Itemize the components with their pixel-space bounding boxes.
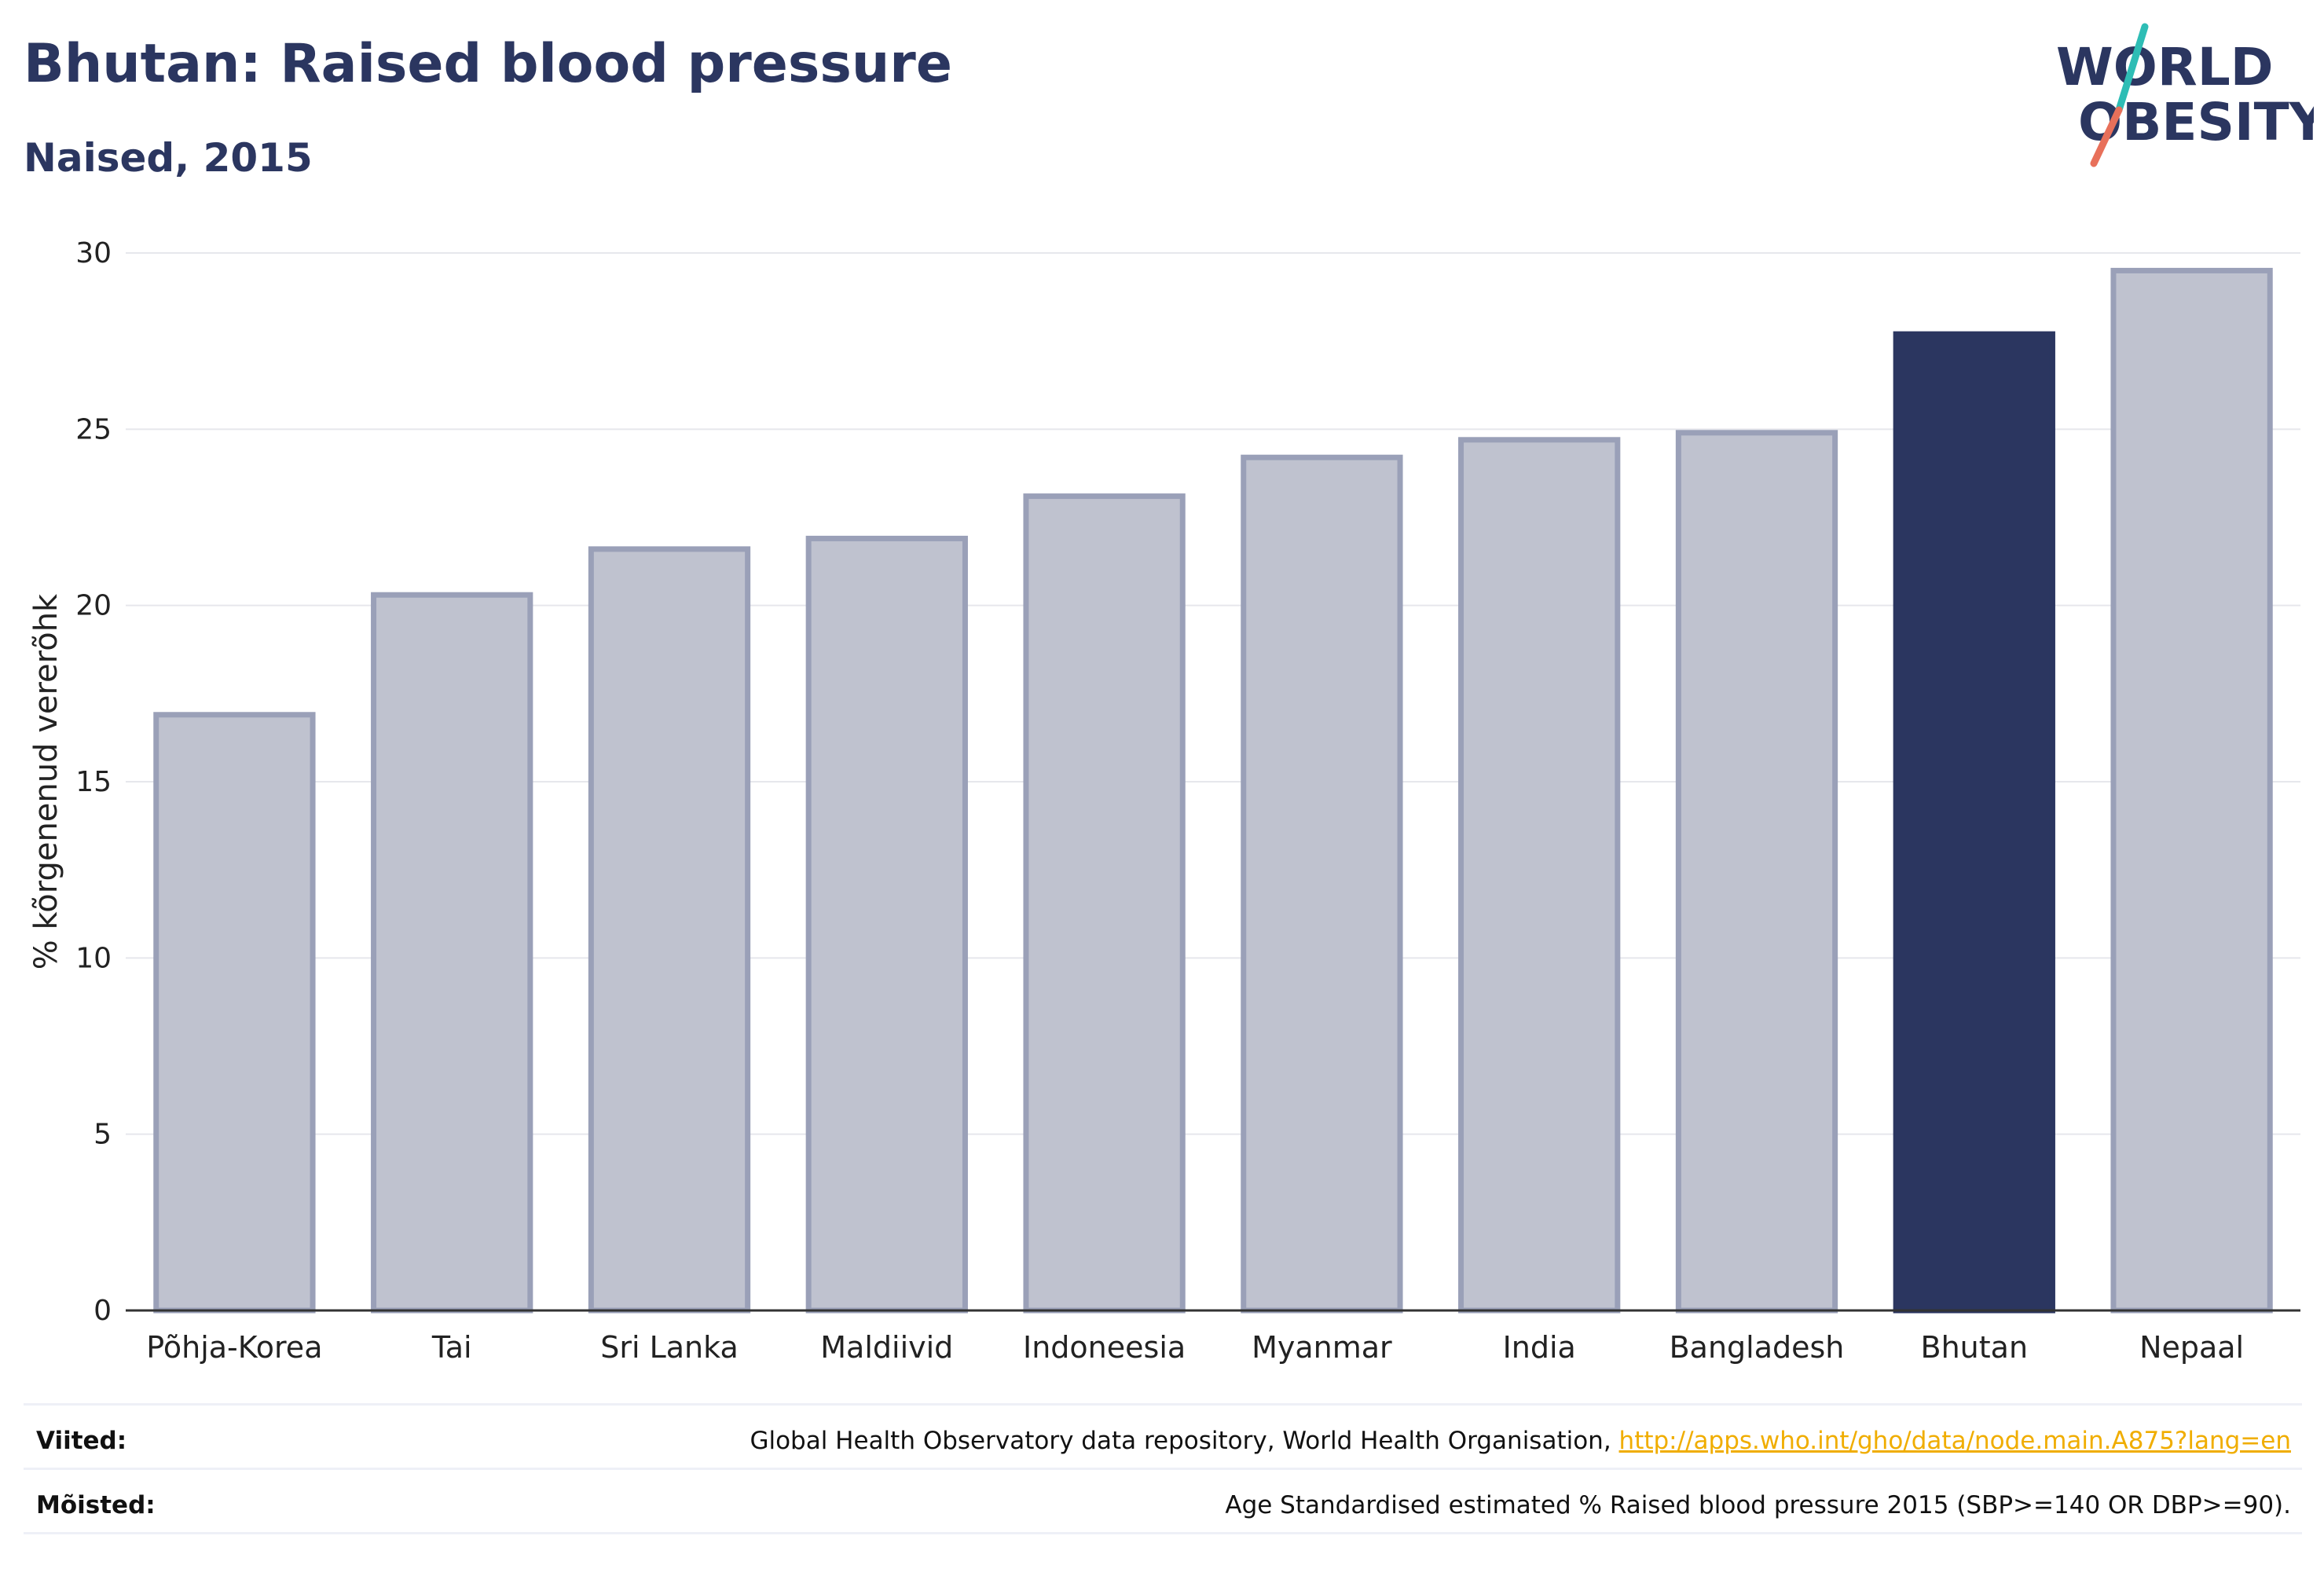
sources-label: Viited:	[36, 1427, 127, 1455]
x-tick-label: India	[1503, 1330, 1576, 1365]
bar	[588, 546, 751, 1314]
sources-link[interactable]: http://apps.who.int/gho/data/node.main.A…	[1618, 1427, 2291, 1455]
footer-divider-top	[24, 1403, 2302, 1406]
logo-slash-top	[2115, 23, 2149, 114]
bar	[1458, 437, 1621, 1314]
sources-text: Global Health Observatory data repositor…	[750, 1427, 2291, 1455]
y-axis-label: % kõrgenenud vererõhk	[28, 593, 64, 969]
logo-slash-bottom	[2090, 106, 2123, 167]
x-tick-label: Põhja-Korea	[146, 1330, 322, 1365]
y-tick-label: 10	[75, 942, 112, 974]
sources-description: Global Health Observatory data repositor…	[750, 1427, 1619, 1455]
bar	[1023, 493, 1186, 1314]
x-tick-label: Bangladesh	[1670, 1330, 1845, 1365]
y-tick-label: 5	[93, 1119, 112, 1151]
y-tick-label: 20	[75, 590, 112, 622]
x-tick-label: Bhutan	[1921, 1330, 2029, 1365]
logo-word-obesity: OBESITY	[2078, 92, 2314, 152]
chart-subtitle: Naised, 2015	[24, 135, 313, 181]
footer-divider-bottom	[24, 1532, 2302, 1534]
bar	[2110, 267, 2273, 1314]
definitions-label: Mõisted:	[36, 1491, 156, 1519]
x-tick-label: Nepaal	[2139, 1330, 2244, 1365]
bar-highlighted	[1893, 331, 2055, 1314]
y-tick-label: 0	[93, 1295, 112, 1327]
bar	[153, 712, 316, 1314]
bar-chart: 0 5 10 15 20 25 30 % kõrgenenud vererõhk Põhja-K…	[28, 237, 2300, 1365]
x-tick-label: Myanmar	[1252, 1330, 1392, 1365]
y-tick-label: 30	[75, 237, 112, 269]
bar	[805, 535, 968, 1314]
y-tick-label: 15	[75, 766, 112, 798]
chart-title: Bhutan: Raised blood pressure	[24, 33, 952, 95]
x-tick-label: Maldiivid	[820, 1330, 953, 1365]
y-tick-label: 25	[75, 413, 112, 445]
logo-word-world: WORLD	[2056, 37, 2274, 97]
definitions-text: Age Standardised estimated % Raised bloo…	[1225, 1491, 2291, 1519]
footer-divider-middle	[24, 1468, 2302, 1470]
world-obesity-logo: WORLD OBESITY	[2056, 23, 2314, 167]
x-tick-label: Tai	[431, 1330, 472, 1365]
bar	[1675, 430, 1838, 1314]
bar	[1241, 454, 1403, 1314]
x-tick-label: Indoneesia	[1023, 1330, 1186, 1365]
x-tick-label: Sri Lanka	[600, 1330, 739, 1365]
bar	[371, 592, 533, 1314]
